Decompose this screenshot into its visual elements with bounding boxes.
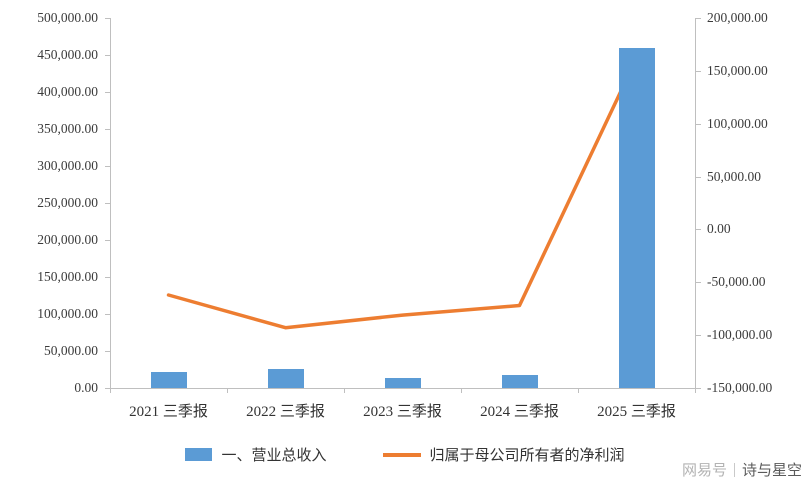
x-axis-category-label: 2022 三季报 [246,404,325,420]
left-axis-tick [105,240,110,241]
left-axis-tick [105,314,110,315]
legend: 一、营业总收入 归属于母公司所有者的净利润 [0,444,810,465]
right-axis-tick-label: 200,000.00 [707,10,768,25]
right-axis-tick-label: 0.00 [707,221,731,237]
right-axis-tick-label: 100,000.00 [707,115,768,131]
left-axis-tick [105,18,110,19]
left-axis-tick-label: 250,000.00 [37,195,98,210]
x-axis-category-label: 2023 三季报 [363,404,442,420]
watermark-prefix: 网易号 [681,462,727,479]
x-axis-tick [695,388,696,393]
left-axis-tick [105,129,110,130]
watermark-name: 诗与星空 [741,462,802,479]
legend-line-swatch-icon [382,452,421,457]
legend-label: 归属于母公司所有者的净利润 [429,448,625,464]
legend-item: 一、营业总收入 [185,444,327,465]
left-axis-tick [105,92,110,93]
right-axis-tick-label: -100,000.00 [707,327,773,343]
left-axis-tick [105,277,110,278]
watermark-divider-icon [733,462,735,477]
right-axis-tick [696,18,701,19]
left-axis-tick-label: 0.00 [74,380,98,395]
right-axis-tick-label: -50,000.00 [707,274,766,290]
bar-2025 三季报 [618,47,655,388]
legend-bar-swatch-icon [185,448,213,461]
bar-2022 三季报 [267,368,304,388]
right-axis-tick [696,388,701,389]
right-axis-tick-label: 150,000.00 [707,62,768,78]
left-axis-tick-label: 200,000.00 [37,232,98,247]
x-axis-category-label: 2024 三季报 [480,404,559,420]
left-axis-tick-label: 500,000.00 [37,10,98,25]
legend-label: 一、营业总收入 [221,448,327,464]
left-axis-tick [105,166,110,167]
bar-2024 三季报 [501,375,538,388]
right-axis-tick [696,123,701,125]
x-axis-category-label: 2025 三季报 [597,404,676,420]
net-profit-line [166,56,639,330]
right-axis-tick-label: 50,000.00 [707,168,761,184]
right-axis-tick [696,176,701,178]
left-axis-tick [105,351,110,352]
legend-item: 归属于母公司所有者的净利润 [382,444,625,465]
left-axis-tick-label: 300,000.00 [37,158,98,173]
x-axis-category-label: 2021 三季报 [129,404,208,420]
x-axis-tick [110,388,111,393]
x-axis-tick [461,388,462,393]
left-axis-tick [105,388,110,389]
left-axis-tick-label: 450,000.00 [37,47,98,62]
x-axis-tick [344,388,345,393]
left-axis-tick [105,203,110,204]
bottom-axis-line [110,388,695,389]
left-axis-tick-label: 100,000.00 [37,306,98,321]
x-axis-tick [578,388,579,393]
left-axis-tick [105,55,110,56]
watermark: 网易号 诗与星空 [682,459,802,480]
right-axis-line [695,18,696,388]
right-axis-tick-label: -150,000.00 [707,380,773,395]
right-axis-tick [696,335,701,337]
x-axis-tick [227,388,228,393]
bar-2021 三季报 [150,371,187,388]
left-axis-tick-label: 150,000.00 [37,269,98,284]
right-axis-tick [696,282,701,284]
left-axis-tick-label: 50,000.00 [44,343,98,358]
left-axis-tick-label: 400,000.00 [37,84,98,99]
left-axis-tick-label: 350,000.00 [37,121,98,136]
bar-2023 三季报 [384,378,421,388]
right-axis-tick [696,70,701,72]
right-axis-tick [696,229,701,231]
left-axis-line [110,18,111,388]
